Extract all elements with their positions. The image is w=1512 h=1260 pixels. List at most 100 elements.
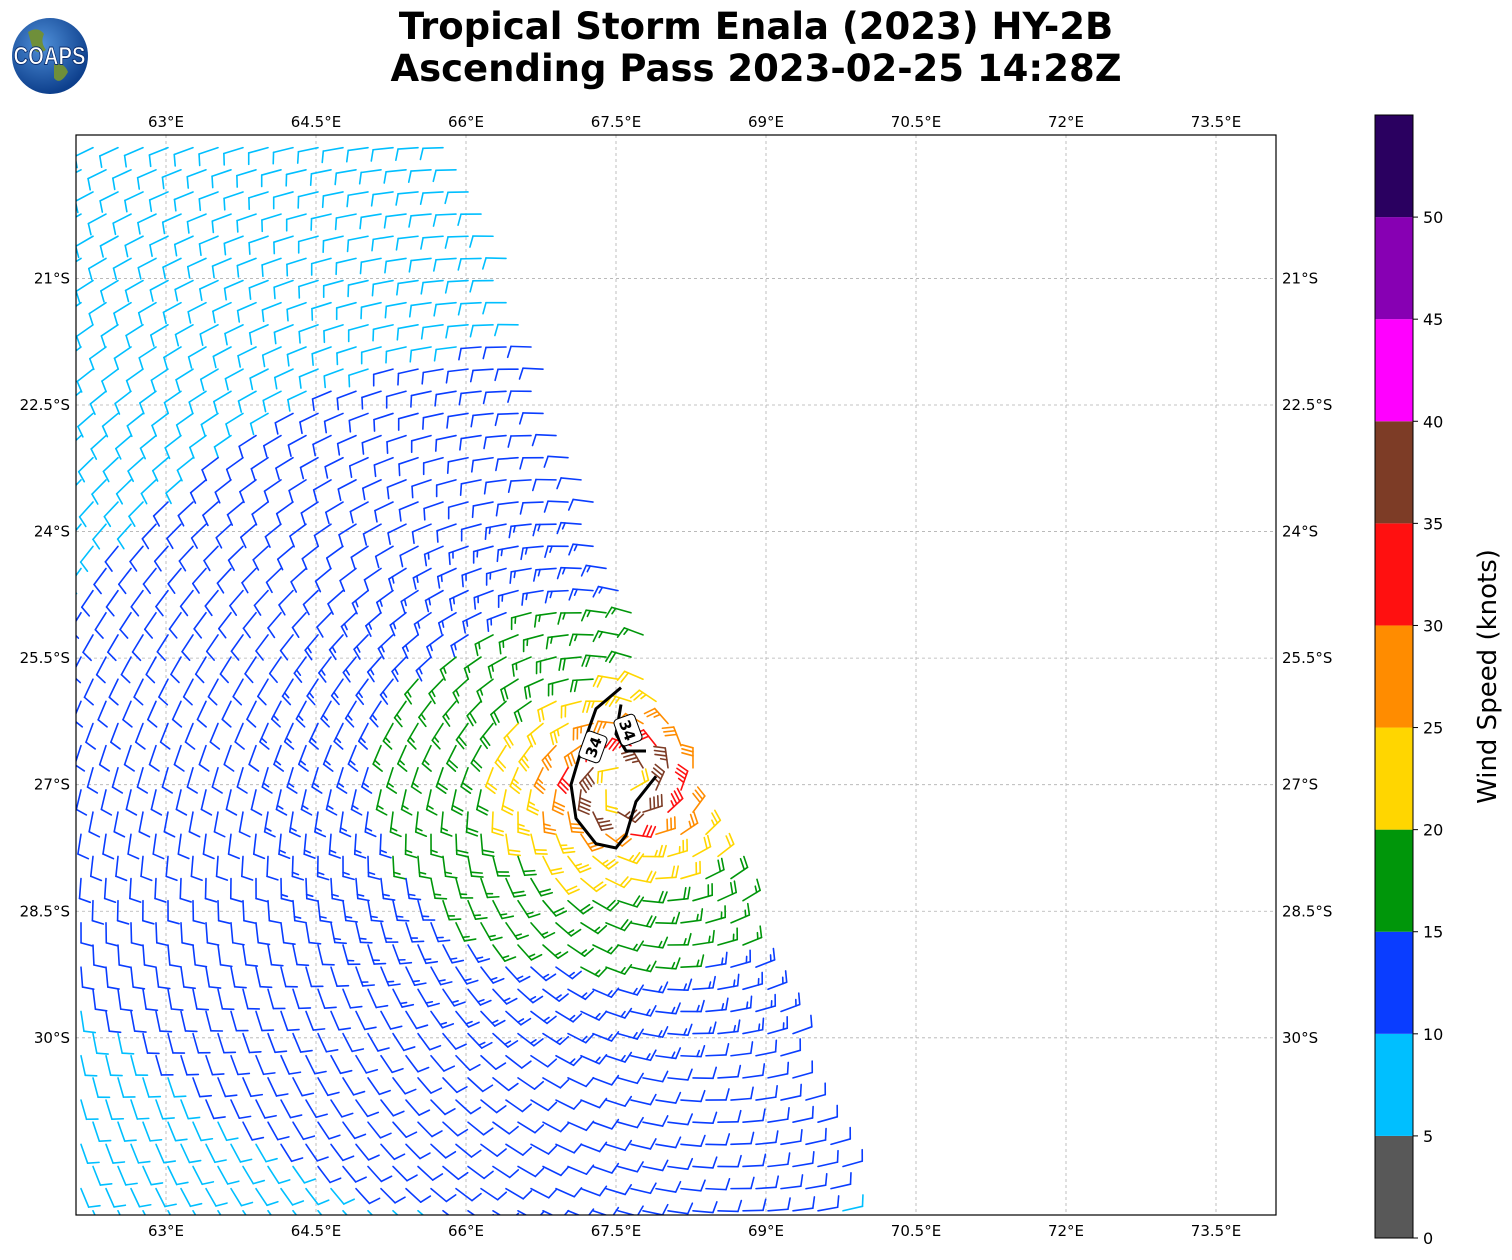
wind-barb <box>414 811 428 838</box>
wind-barb <box>545 634 569 650</box>
wind-barb <box>792 1151 815 1168</box>
wind-barb <box>76 346 82 352</box>
wind-barb <box>445 368 469 384</box>
wind-barb <box>255 966 273 989</box>
wind-barb <box>335 301 357 321</box>
wind-barb <box>366 656 382 683</box>
wind-barb <box>76 523 82 532</box>
wind-barb <box>563 744 582 769</box>
wind-barb <box>125 789 138 816</box>
colorbar-tick-label: 45 <box>1423 310 1443 329</box>
wind-barb <box>567 498 594 511</box>
lon-tick-label: 64.5°E <box>291 1222 341 1240</box>
wind-barb <box>692 1111 718 1124</box>
wind-barb <box>273 279 294 300</box>
wind-barb <box>167 1209 172 1215</box>
wind-barb <box>194 656 207 684</box>
wind-barb <box>395 235 419 251</box>
wind-barb <box>167 1077 187 1098</box>
colorbar-bin <box>1375 319 1413 422</box>
wind-barb <box>473 589 494 610</box>
wind-barb <box>518 744 532 772</box>
wind-barb <box>617 1205 644 1215</box>
wind-barb <box>742 1108 766 1123</box>
wind-barb <box>217 988 235 1011</box>
wind-barb <box>180 1099 201 1120</box>
wind-barb <box>592 899 620 912</box>
wind-barb <box>492 1165 520 1179</box>
wind-barb <box>134 722 146 750</box>
wind-barb <box>171 700 183 728</box>
wind-barb <box>342 855 355 881</box>
wind-barb <box>242 899 256 924</box>
wind-barb <box>442 988 466 1007</box>
wind-barb <box>555 1010 583 1023</box>
wind-barb <box>617 1028 644 1040</box>
wind-barb <box>347 744 359 772</box>
wind-barb <box>365 611 382 637</box>
wind-barb <box>681 744 694 769</box>
lon-tick-label: 66°E <box>448 1222 484 1240</box>
wind-barb <box>372 368 394 387</box>
wind-barb <box>300 501 319 525</box>
wind-barb <box>367 1121 392 1139</box>
lat-tick-label: 22.5°S <box>20 396 70 414</box>
wind-barb <box>617 1161 644 1173</box>
wind-barb <box>306 678 319 706</box>
wind-barb <box>159 722 171 750</box>
wind-barb <box>223 146 244 166</box>
wind-barb <box>286 257 307 277</box>
wind-barb <box>289 523 307 548</box>
wind-barb <box>237 390 257 413</box>
wind-barb <box>667 1023 693 1036</box>
wind-barb <box>375 789 388 816</box>
wind-barb <box>505 1187 533 1200</box>
wind-barb <box>263 811 276 838</box>
wind-barb <box>420 324 444 340</box>
wind-barb <box>556 566 582 580</box>
wind-barb <box>219 656 232 684</box>
wind-barb <box>325 789 338 816</box>
wind-barbs <box>76 146 864 1215</box>
wind-barb <box>78 501 94 528</box>
wind-barb <box>483 479 507 495</box>
wind-barb <box>142 1165 164 1186</box>
wind-barb <box>392 1209 399 1215</box>
wind-barb <box>192 1209 197 1215</box>
wind-barb <box>100 789 113 816</box>
wind-barb <box>805 1082 827 1101</box>
wind-barb <box>517 811 530 836</box>
wind-barb <box>717 927 739 946</box>
wind-barb <box>342 944 361 966</box>
wind-barb <box>369 700 382 728</box>
wind-barb <box>642 1070 669 1083</box>
wind-barb <box>530 922 556 939</box>
wind-barb <box>216 567 232 594</box>
wind-barb <box>143 611 157 639</box>
wind-barb <box>480 966 505 984</box>
wind-barb <box>155 922 169 947</box>
wind-barb <box>298 279 319 299</box>
wind-barb <box>530 1054 558 1068</box>
wind-barb <box>432 213 457 227</box>
wind-barb <box>385 346 407 364</box>
wind-barb <box>226 501 244 526</box>
wind-barb <box>667 838 688 858</box>
wind-barb <box>242 1032 262 1054</box>
wind-barb <box>317 944 335 966</box>
wind-barb <box>99 235 119 258</box>
wind-barb <box>227 545 244 572</box>
wind-barb <box>339 567 357 592</box>
lon-tick-label: 63°E <box>148 113 184 131</box>
wind-barb <box>192 567 207 594</box>
wind-barb <box>442 1165 469 1181</box>
wind-barb <box>358 169 382 185</box>
wind-barb <box>792 1014 813 1035</box>
wind-barb <box>442 855 458 879</box>
wind-barb <box>314 811 327 838</box>
wind-barb <box>103 877 117 904</box>
wind-barb <box>580 966 608 978</box>
wind-barb <box>324 456 344 479</box>
wind-barb <box>655 1047 682 1060</box>
wind-barb <box>420 279 444 295</box>
